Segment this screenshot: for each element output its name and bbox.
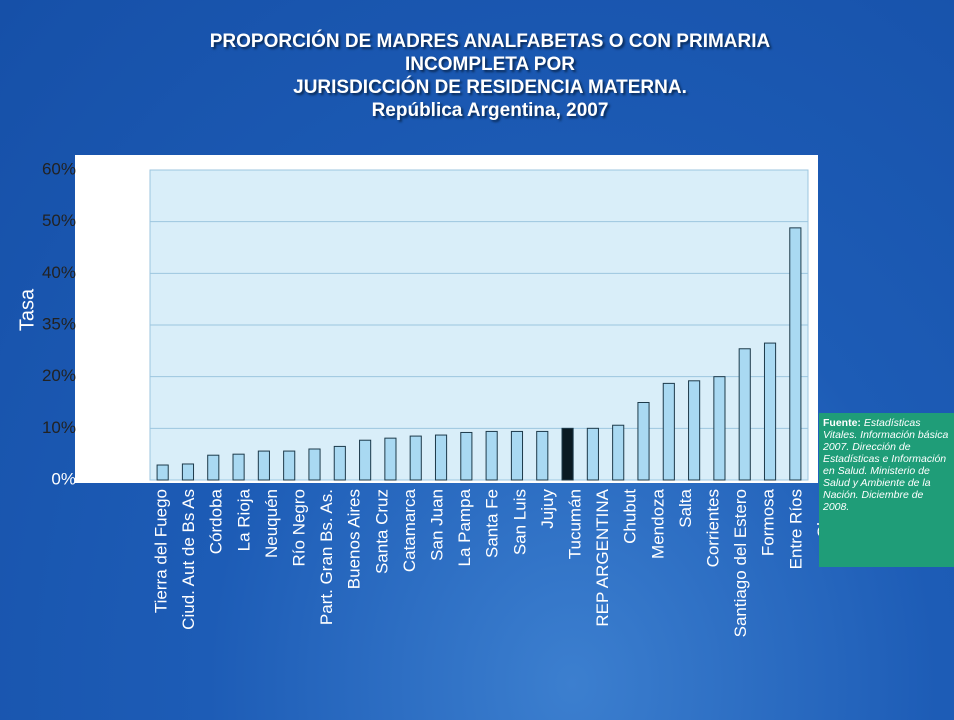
x-tick-label: REP ARGENTINA bbox=[593, 488, 612, 626]
bar bbox=[460, 431, 473, 481]
x-tick-label: Catamarca bbox=[400, 488, 419, 572]
y-tick-label: 50% bbox=[42, 211, 76, 230]
bar bbox=[232, 453, 245, 481]
x-tick-label: San Juan bbox=[427, 489, 446, 561]
bar bbox=[561, 427, 574, 481]
chart-title: JURISDICCIÓN DE RESIDENCIA MATERNA. bbox=[293, 76, 687, 98]
x-tick-label: La Pampa bbox=[455, 488, 474, 566]
x-tick-label: La Rioja bbox=[234, 488, 253, 551]
x-tick-label: Córdoba bbox=[207, 488, 226, 554]
x-tick-label: Ciud. Aut de Bs As bbox=[179, 489, 198, 630]
x-tick-label: Entre Ríos bbox=[786, 489, 805, 569]
x-tick-label: Santa Fe bbox=[483, 489, 502, 558]
x-tick-label: San Luis bbox=[510, 489, 529, 555]
x-tick-label: Corrientes bbox=[703, 489, 722, 567]
bar bbox=[536, 430, 549, 481]
y-tick-label: 35% bbox=[42, 314, 76, 333]
x-tick-label: Santiago del Estero bbox=[731, 489, 750, 637]
chart-title: PROPORCIÓN DE MADRES ANALFABETAS O CON P… bbox=[210, 30, 771, 52]
x-tick-label: Río Negro bbox=[289, 489, 308, 566]
y-axis-label: Tasa bbox=[16, 288, 38, 331]
chart-title: República Argentina, 2007 bbox=[372, 100, 609, 121]
bar bbox=[434, 434, 448, 481]
bar bbox=[662, 382, 675, 481]
source-text: Estadísticas Vitales. Información básica… bbox=[823, 417, 949, 513]
x-tick-label: Santa Cruz bbox=[372, 489, 391, 574]
x-tick-label: Mendoza bbox=[648, 488, 667, 558]
bar bbox=[181, 463, 195, 481]
source-note: Fuente: Estadísticas Vitales. Informació… bbox=[819, 413, 954, 567]
bar bbox=[485, 430, 498, 481]
x-tick-label: Part. Gran Bs. As. bbox=[317, 489, 336, 625]
bar bbox=[156, 464, 169, 481]
x-tick-label: Tucumán bbox=[565, 489, 584, 559]
bar bbox=[637, 402, 650, 481]
y-tick-label: 40% bbox=[42, 263, 76, 282]
x-tick-label: Jujuy bbox=[538, 489, 557, 529]
bar bbox=[763, 342, 777, 481]
y-tick-label: 0% bbox=[51, 469, 76, 488]
bar bbox=[612, 424, 625, 481]
y-tick-label: 20% bbox=[42, 366, 76, 385]
x-tick-label: Salta bbox=[676, 488, 695, 527]
bar bbox=[257, 450, 270, 481]
bar bbox=[586, 427, 599, 481]
y-tick-label: 60% bbox=[42, 159, 76, 178]
bar bbox=[333, 445, 346, 481]
bar bbox=[409, 435, 422, 481]
bar bbox=[510, 430, 524, 481]
x-tick-label: Buenos Aires bbox=[345, 489, 364, 589]
bar bbox=[207, 454, 220, 481]
bar bbox=[738, 348, 751, 481]
bar bbox=[308, 448, 321, 481]
x-tick-label: Neuquén bbox=[262, 489, 281, 558]
x-tick-label: Tierra del Fuego bbox=[151, 489, 170, 613]
bar bbox=[713, 376, 726, 481]
x-tick-label: Chubut bbox=[621, 489, 640, 544]
bar bbox=[359, 439, 372, 481]
x-tick-label: Formosa bbox=[759, 488, 778, 556]
chart-title: INCOMPLETA POR bbox=[405, 54, 575, 75]
bar bbox=[688, 380, 701, 481]
source-label: Fuente: bbox=[823, 417, 861, 429]
y-tick-label: 10% bbox=[42, 418, 76, 437]
bar bbox=[384, 437, 397, 481]
bar bbox=[283, 450, 296, 481]
bar bbox=[789, 227, 802, 481]
